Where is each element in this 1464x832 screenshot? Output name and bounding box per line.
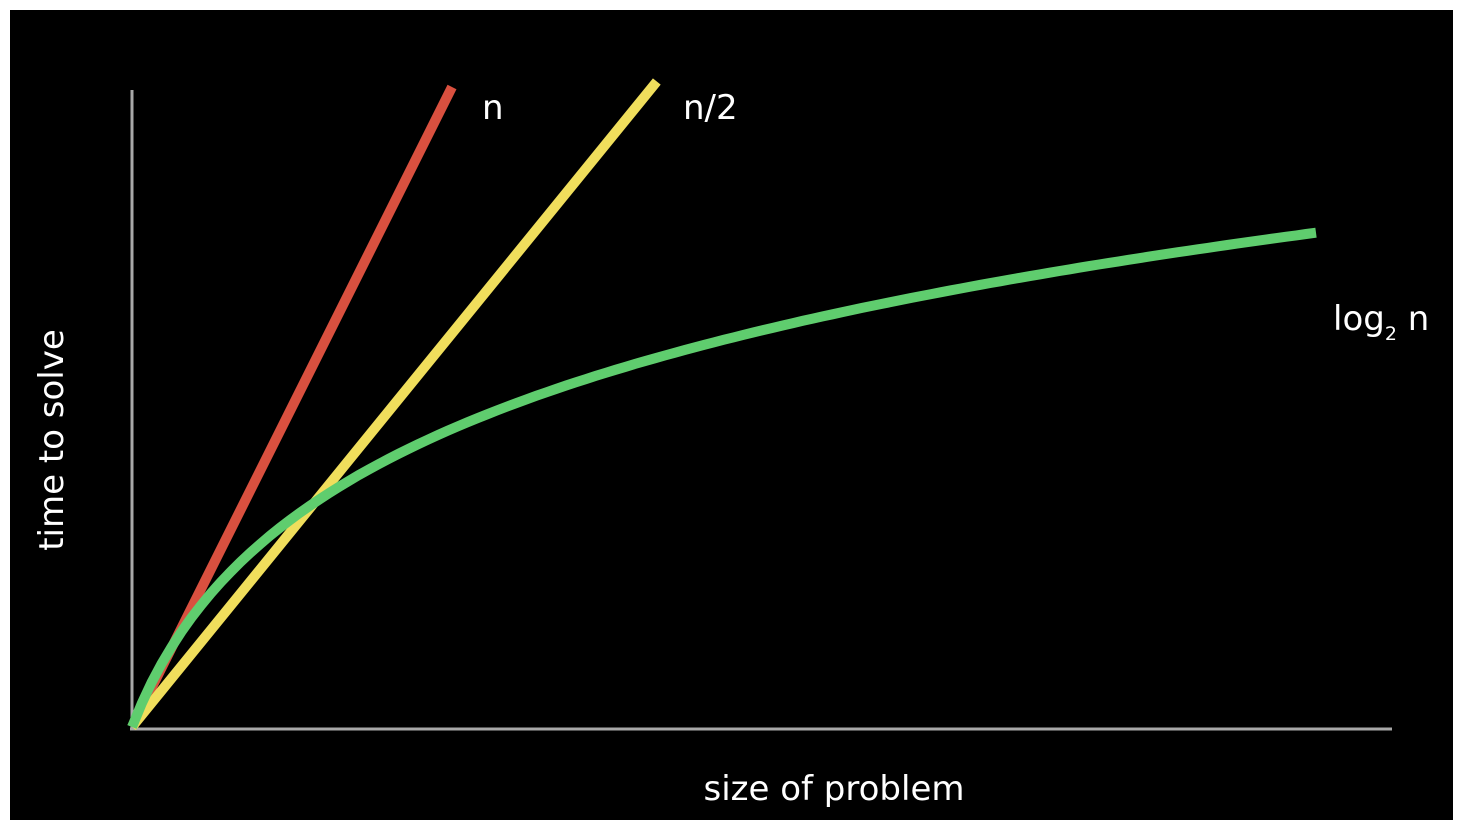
chart-background	[10, 10, 1453, 820]
series-label-suffix: n	[1397, 299, 1429, 339]
series-lines	[127, 78, 1317, 731]
series-line-2	[128, 78, 661, 731]
series-label-main: n/2	[683, 88, 738, 128]
series-labels: n n/2 log2 n	[482, 88, 1429, 345]
x-axis-label: size of problem	[704, 769, 965, 809]
series-label-main: log	[1333, 299, 1385, 339]
series-label-3: log2 n	[1333, 299, 1429, 345]
series-label-main: n	[482, 88, 504, 128]
series-label-subscript: 2	[1385, 323, 1397, 345]
series-label-2: n/2	[683, 88, 738, 128]
y-axis-label: time to solve	[32, 329, 72, 551]
series-line-3	[127, 227, 1317, 729]
series-label-1: n	[482, 88, 504, 128]
